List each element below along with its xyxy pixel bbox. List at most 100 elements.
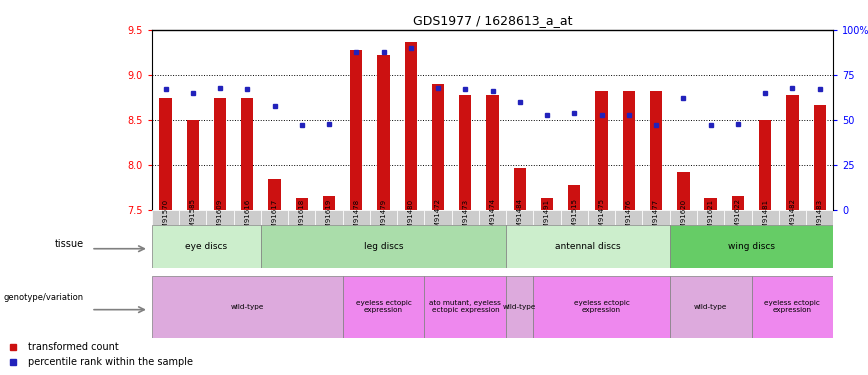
Bar [179,210,207,225]
Text: wing discs: wing discs [728,242,775,251]
Bar [350,50,363,210]
Text: GSM91491: GSM91491 [544,198,550,237]
Text: GSM91479: GSM91479 [380,198,386,237]
Bar [786,95,799,210]
Text: tissue: tissue [55,239,83,249]
Bar [752,276,833,338]
Text: GSM91515: GSM91515 [571,198,577,237]
Bar [398,210,424,225]
Bar [486,95,499,210]
Text: GSM91620: GSM91620 [681,198,687,237]
Text: GSM91476: GSM91476 [626,198,632,237]
Text: wild-type: wild-type [503,304,536,310]
Text: GSM91570: GSM91570 [162,198,168,237]
Bar [806,210,833,225]
Bar [459,95,471,210]
Bar [296,198,308,210]
Bar [451,210,479,225]
Bar [424,210,451,225]
Text: GSM91483: GSM91483 [817,198,823,237]
Bar [479,210,506,225]
Bar [343,276,424,338]
Bar [615,210,642,225]
Text: eyeless ectopic
expression: eyeless ectopic expression [356,300,411,313]
Bar [160,98,172,210]
Bar [670,225,833,268]
Text: GSM91477: GSM91477 [653,198,659,237]
Bar [152,210,179,225]
Bar [378,55,390,210]
Text: leg discs: leg discs [364,242,404,251]
Bar [779,210,806,225]
Text: GSM91616: GSM91616 [244,198,250,237]
Bar [288,210,315,225]
Bar [752,210,779,225]
Bar [595,91,608,210]
Bar [261,210,288,225]
Bar [534,276,670,338]
Text: ato mutant, eyeless
ectopic expression: ato mutant, eyeless ectopic expression [430,300,502,313]
Text: GSM91474: GSM91474 [490,198,496,237]
Bar [506,210,534,225]
Bar [424,276,506,338]
Text: GSM91473: GSM91473 [463,198,469,237]
Bar [404,42,417,210]
Text: GSM91480: GSM91480 [408,198,414,237]
Bar [514,168,526,210]
Bar [370,210,398,225]
Text: wild-type: wild-type [231,304,264,310]
Bar [642,210,670,225]
Bar [268,178,280,210]
Bar [343,210,370,225]
Text: GSM91482: GSM91482 [789,198,795,237]
Text: GSM91619: GSM91619 [326,198,332,237]
Text: GSM91481: GSM91481 [762,198,768,237]
Text: genotype/variation: genotype/variation [3,293,83,302]
Text: GSM91478: GSM91478 [353,198,359,237]
Bar [506,276,534,338]
Bar [187,120,199,210]
Text: GSM91609: GSM91609 [217,198,223,237]
Bar [705,198,717,210]
Text: eye discs: eye discs [186,242,227,251]
Title: GDS1977 / 1628613_a_at: GDS1977 / 1628613_a_at [413,15,572,27]
Bar [534,210,561,225]
Bar [152,276,343,338]
Bar [650,91,662,210]
Text: GSM91617: GSM91617 [272,198,278,237]
Bar [813,105,825,210]
Bar [622,91,635,210]
Bar [214,98,227,210]
Bar [315,210,343,225]
Text: transformed count: transformed count [28,342,119,352]
Text: wild-type: wild-type [694,304,727,310]
Bar [677,172,689,210]
Bar [588,210,615,225]
Bar [432,84,444,210]
Text: GSM91472: GSM91472 [435,198,441,237]
Bar [561,210,588,225]
Bar [569,185,581,210]
Bar [207,210,233,225]
Bar [759,120,772,210]
Text: GSM91621: GSM91621 [707,198,713,237]
Bar [233,210,261,225]
Bar [261,225,506,268]
Bar [241,98,253,210]
Text: percentile rank within the sample: percentile rank within the sample [28,357,194,367]
Text: GSM91622: GSM91622 [735,198,741,237]
Text: eyeless ectopic
expression: eyeless ectopic expression [765,300,820,313]
Bar [697,210,724,225]
Bar [541,198,553,210]
Text: GSM91475: GSM91475 [599,198,605,237]
Bar [152,225,261,268]
Bar [670,210,697,225]
Bar [506,225,670,268]
Text: eyeless ectopic
expression: eyeless ectopic expression [574,300,629,313]
Text: GSM91618: GSM91618 [299,198,305,237]
Bar [670,276,752,338]
Text: antennal discs: antennal discs [556,242,621,251]
Bar [724,210,752,225]
Text: GSM91484: GSM91484 [516,198,523,237]
Bar [732,196,744,210]
